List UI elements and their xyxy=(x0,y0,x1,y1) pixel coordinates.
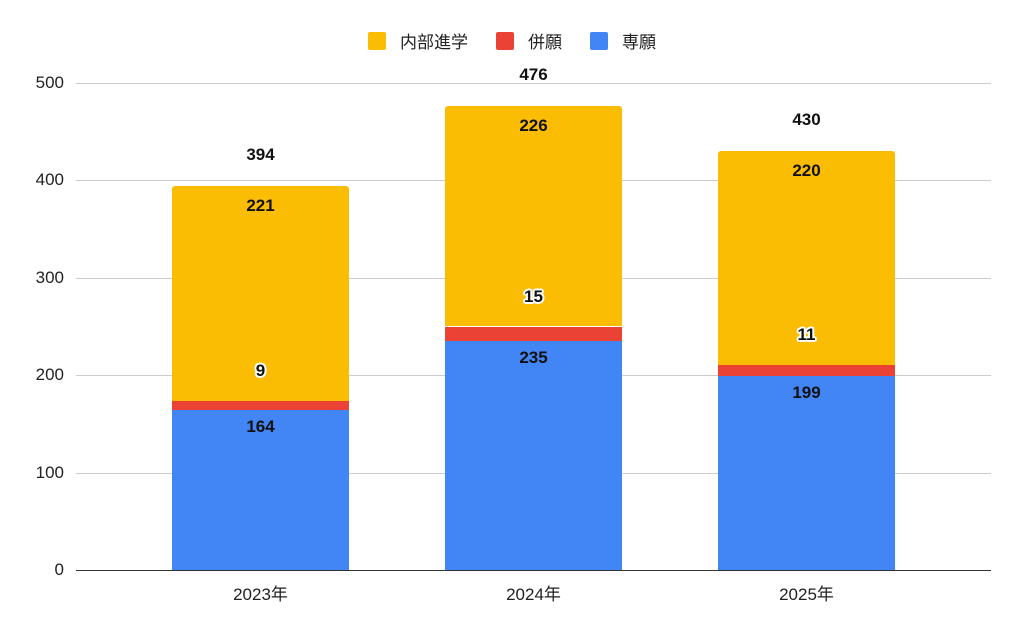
bar-2025年[interactable] xyxy=(718,0,895,633)
data-label-sengan: 164 xyxy=(246,417,275,437)
legend-swatch-heigan xyxy=(496,31,514,50)
bar-segment-併願[interactable] xyxy=(718,365,895,377)
legend-item-naibu[interactable]: 内部進学 xyxy=(368,28,468,53)
legend-label: 専願 xyxy=(622,33,656,52)
gridline xyxy=(76,83,991,84)
data-label-heigan: 9 xyxy=(255,361,266,381)
x-tick-label: 2024年 xyxy=(506,585,561,604)
x-axis-line xyxy=(76,570,991,571)
data-label-heigan: 11 xyxy=(797,325,816,345)
legend-label: 併願 xyxy=(528,33,562,52)
data-label-sengan: 235 xyxy=(519,348,548,368)
legend-swatch-sengan xyxy=(590,31,608,50)
y-tick-label: 100 xyxy=(35,463,64,482)
bar-segment-専願[interactable] xyxy=(718,376,895,570)
bar-segment-併願[interactable] xyxy=(172,401,349,411)
data-label-naibu: 226 xyxy=(519,116,548,136)
y-tick-label: 400 xyxy=(35,170,64,189)
chart-legend: 内部進学 併願 専願 xyxy=(0,28,1024,53)
bar-segment-内部進学[interactable] xyxy=(718,151,895,366)
y-tick-label: 0 xyxy=(54,560,64,579)
data-label-sengan: 199 xyxy=(792,383,821,403)
data-label-heigan: 15 xyxy=(524,286,543,306)
data-label-naibu: 220 xyxy=(792,161,821,181)
x-tick-label: 2025年 xyxy=(779,585,834,604)
bar-segment-専願[interactable] xyxy=(172,410,349,570)
x-tick-label: 2023年 xyxy=(233,585,288,604)
y-tick-label: 300 xyxy=(35,268,64,287)
total-label: 394 xyxy=(246,145,275,165)
bar-2023年[interactable] xyxy=(172,0,349,633)
total-label: 476 xyxy=(519,65,548,85)
total-label: 430 xyxy=(792,110,821,130)
legend-item-sengan[interactable]: 専願 xyxy=(590,28,656,53)
bar-segment-内部進学[interactable] xyxy=(445,106,622,327)
y-tick-label: 200 xyxy=(35,365,64,384)
legend-swatch-naibu xyxy=(368,31,386,50)
data-label-naibu: 221 xyxy=(246,196,275,216)
bar-segment-併願[interactable] xyxy=(445,326,622,342)
bar-segment-専願[interactable] xyxy=(445,341,622,570)
legend-label: 内部進学 xyxy=(400,33,468,52)
bar-segment-内部進学[interactable] xyxy=(172,186,349,402)
bar-2024年[interactable] xyxy=(445,0,622,633)
legend-item-heigan[interactable]: 併願 xyxy=(496,28,562,53)
y-tick-label: 500 xyxy=(35,73,64,92)
